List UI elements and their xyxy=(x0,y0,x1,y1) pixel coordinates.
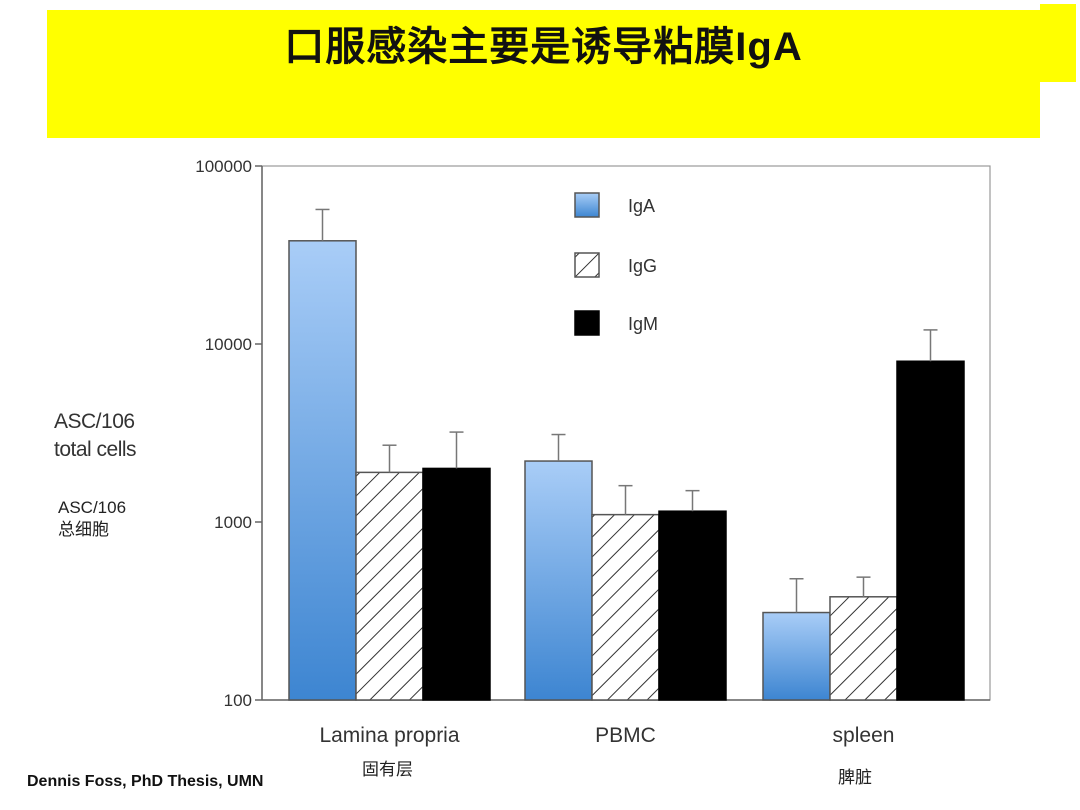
slide-title: 口服感染主要是诱导粘膜IgA xyxy=(47,14,1040,72)
x-category-label: PBMC xyxy=(595,724,656,747)
bar-igg xyxy=(355,471,424,701)
bar-iga xyxy=(524,460,593,701)
bar-igm xyxy=(422,467,491,701)
category-zh-lamina: 固有层 xyxy=(362,760,413,780)
y-tick-label: 10000 xyxy=(205,335,252,354)
legend-swatch-igm xyxy=(574,310,600,336)
bar-iga xyxy=(288,240,357,701)
plot-area: 100000 10000 1000 100 Lamina propria PBMC sple… xyxy=(195,157,991,747)
legend-label-iga: IgA xyxy=(628,196,655,216)
bar-igg xyxy=(829,596,898,701)
y-tick-label: 100000 xyxy=(195,157,252,176)
y-tick-label: 100 xyxy=(224,691,252,710)
y-axis-label-en: ASC/106 total cells xyxy=(54,408,137,464)
legend-swatch-iga xyxy=(574,192,600,218)
y-axis-label-zh-line1: ASC/106 xyxy=(58,498,127,517)
credit: Dennis Foss, PhD Thesis, UMN xyxy=(27,773,264,790)
category-zh-spleen: 脾脏 xyxy=(838,768,872,788)
x-category-label: spleen xyxy=(833,724,895,747)
bar-igm xyxy=(658,510,727,701)
legend-label-igg: IgG xyxy=(628,256,657,276)
title-band-notch xyxy=(1040,4,1076,82)
y-axis-label-zh-line2: 总细胞 xyxy=(58,520,109,539)
legend-label-igm: IgM xyxy=(628,314,658,334)
y-axis-label-en-line2: total cells xyxy=(54,438,137,461)
bar-igg xyxy=(591,513,660,701)
y-tick-label: 1000 xyxy=(214,513,252,532)
y-axis-label-en-line1: ASC/106 xyxy=(54,410,135,433)
legend-swatch-igg xyxy=(574,252,600,278)
bar-igm xyxy=(896,360,965,701)
title-band xyxy=(47,10,1040,138)
bar-iga xyxy=(762,611,831,701)
y-axis-label-zh: ASC/106 总细胞 xyxy=(58,497,126,541)
slide-title-latin: IgA xyxy=(735,25,803,69)
slide-title-cn: 口服感染主要是诱导粘膜 xyxy=(284,23,736,70)
x-category-label: Lamina propria xyxy=(319,724,459,747)
